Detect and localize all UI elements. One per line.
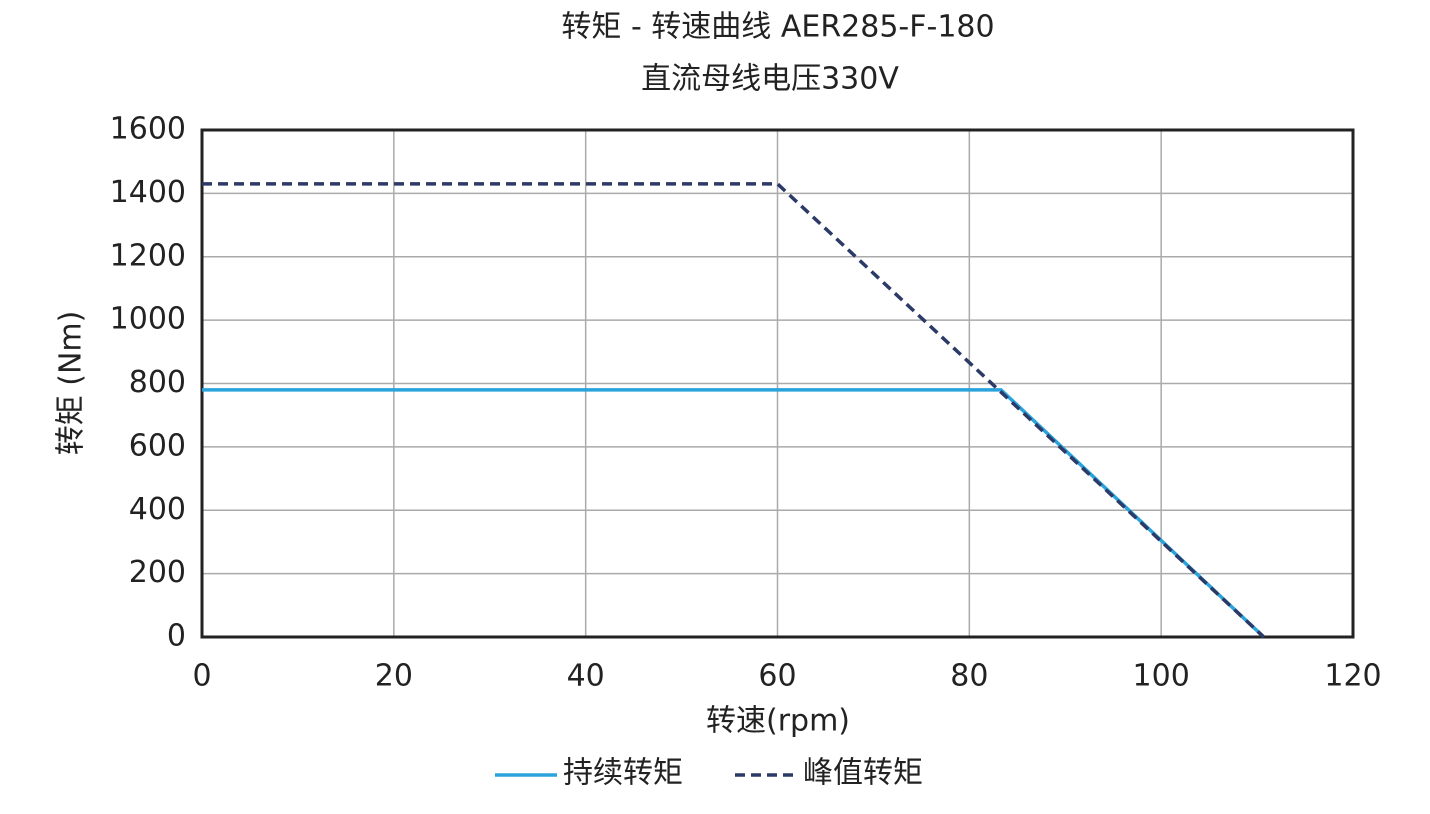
y-tick-label: 800	[129, 365, 186, 400]
y-tick-label: 1400	[110, 175, 186, 210]
chart-title: 转矩 - 转速曲线 AER285-F-180	[561, 10, 994, 45]
series-line	[202, 388, 1265, 639]
plot-frame	[200, 128, 1355, 639]
x-tick-label: 0	[192, 659, 211, 694]
legend-label: 峰值转矩	[803, 756, 923, 791]
x-tick-label: 80	[950, 659, 988, 694]
x-tick-label: 20	[375, 659, 413, 694]
y-tick-label: 600	[129, 428, 186, 463]
x-tick-label: 120	[1324, 659, 1381, 694]
y-tick-label: 1200	[110, 238, 186, 273]
legend-label: 持续转矩	[563, 756, 683, 791]
y-tick-label: 1600	[110, 112, 186, 147]
x-tick-label: 100	[1133, 659, 1190, 694]
y-axis-label: 转矩 (Nm)	[54, 311, 89, 456]
y-tick-label: 0	[167, 619, 186, 654]
chart-subtitle: 直流母线电压330V	[641, 62, 899, 97]
x-tick-label: 40	[567, 659, 605, 694]
y-tick-label: 400	[129, 492, 186, 527]
y-tick-label: 200	[129, 555, 186, 590]
x-tick-label: 60	[758, 659, 796, 694]
x-axis-label: 转速(rpm)	[706, 704, 850, 739]
series-line	[202, 182, 1265, 639]
y-tick-label: 1000	[110, 302, 186, 337]
